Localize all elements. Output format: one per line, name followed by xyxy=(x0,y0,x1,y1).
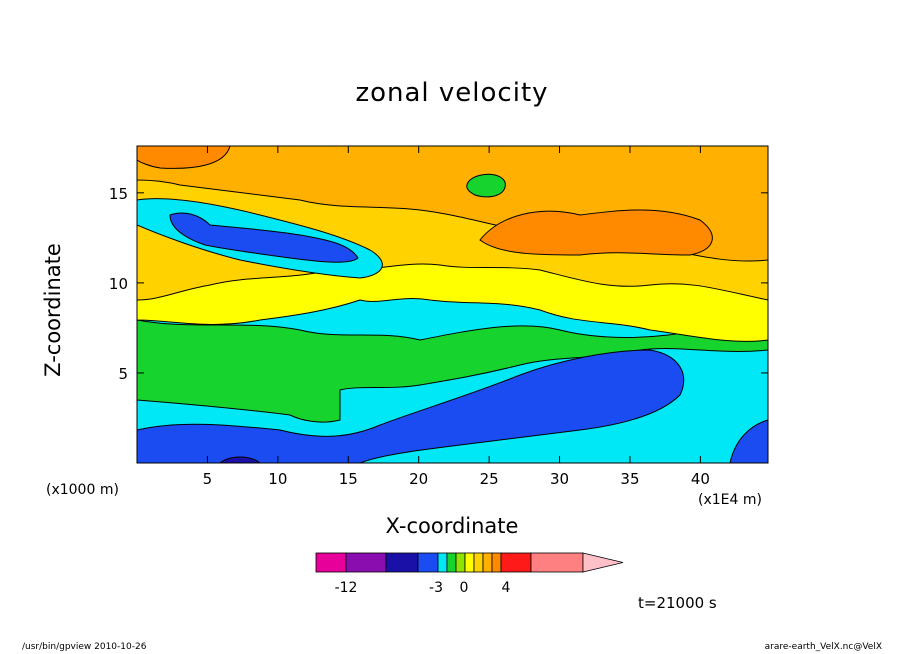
colorbar-label: -12 xyxy=(335,580,358,596)
field-darkorange xyxy=(479,209,713,256)
x-tick-label: 20 xyxy=(409,470,428,488)
chart-title: zonal velocity xyxy=(355,78,549,108)
colorbar-swatch xyxy=(385,552,419,573)
field-green-top xyxy=(466,173,506,198)
x-tick-label: 40 xyxy=(691,470,710,488)
y-tick-label: 15 xyxy=(109,185,128,203)
x-axis-ticks: 5 10 15 20 25 30 35 40 xyxy=(203,146,710,488)
field-lower-blue xyxy=(137,349,685,463)
x-axis-label: X-coordinate xyxy=(385,514,519,538)
colorbar-swatch xyxy=(315,552,347,573)
x-tick-label: 15 xyxy=(339,470,358,488)
colorbar-swatch xyxy=(345,552,387,573)
x-tick-label: 10 xyxy=(268,470,287,488)
footer-source: arare-earth_VelX.nc@VelX xyxy=(764,642,882,652)
colorbar-label: 0 xyxy=(460,580,469,596)
colorbar-extension-arrow xyxy=(582,552,624,573)
x-tick-label: 30 xyxy=(550,470,569,488)
colorbar-swatch xyxy=(500,552,532,573)
y-tick-label: 10 xyxy=(109,275,128,293)
colorbar-label: 4 xyxy=(502,580,511,596)
colorbar-label: -3 xyxy=(429,580,443,596)
colorbar-swatch xyxy=(473,552,484,573)
x-tick-label: 35 xyxy=(620,470,639,488)
y-axis-label: Z-coordinate xyxy=(41,243,65,377)
colorbar-swatch xyxy=(446,552,457,573)
plot-frame xyxy=(136,145,769,464)
x-unit-right: (x1E4 m) xyxy=(698,492,762,508)
field-hot-left xyxy=(137,146,231,169)
x-tick-label: 25 xyxy=(480,470,499,488)
field-upper-blue xyxy=(169,212,359,263)
colorbar-swatch xyxy=(491,552,502,573)
field-green xyxy=(137,319,768,423)
footer-program: /usr/bin/gpview 2010-10-26 xyxy=(22,642,147,652)
field-lower-blue-right xyxy=(729,419,768,463)
time-label: t=21000 s xyxy=(638,594,717,612)
colorbar-swatch xyxy=(482,552,493,573)
colorbar-swatch xyxy=(437,552,448,573)
colorbar-swatch xyxy=(464,552,475,573)
x-tick-label: 5 xyxy=(203,470,213,488)
colorbar-swatch xyxy=(417,552,439,573)
y-axis-ticks: 5 10 15 xyxy=(109,185,768,383)
colorbar: -12 -3 0 4 xyxy=(315,552,624,596)
x-unit-left: (x1000 m) xyxy=(46,482,119,498)
colorbar-swatch xyxy=(530,552,584,573)
colorbar-swatch xyxy=(455,552,466,573)
y-tick-label: 5 xyxy=(118,365,128,383)
